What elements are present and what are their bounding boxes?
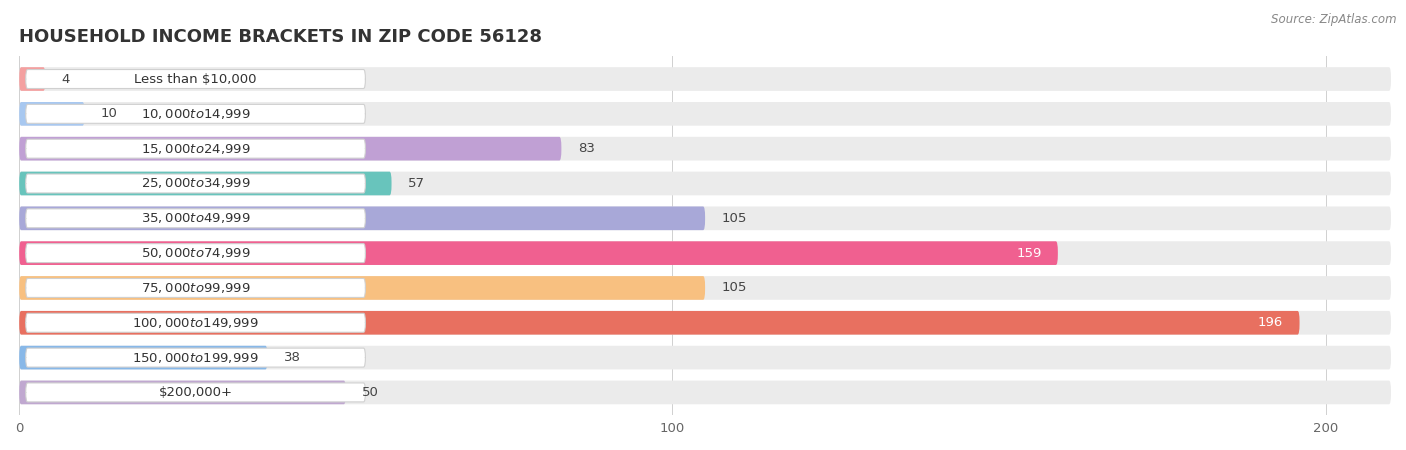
Text: 50: 50	[363, 386, 380, 399]
FancyBboxPatch shape	[20, 311, 1391, 335]
FancyBboxPatch shape	[20, 102, 1391, 126]
Text: 57: 57	[408, 177, 425, 190]
FancyBboxPatch shape	[20, 171, 1391, 195]
FancyBboxPatch shape	[20, 276, 704, 300]
Text: $200,000+: $200,000+	[159, 386, 232, 399]
FancyBboxPatch shape	[20, 381, 1391, 404]
FancyBboxPatch shape	[25, 243, 366, 263]
Text: 83: 83	[578, 142, 595, 155]
FancyBboxPatch shape	[20, 346, 1391, 369]
Text: $150,000 to $199,999: $150,000 to $199,999	[132, 351, 259, 364]
Text: $25,000 to $34,999: $25,000 to $34,999	[141, 176, 250, 190]
Text: $15,000 to $24,999: $15,000 to $24,999	[141, 142, 250, 156]
Text: Source: ZipAtlas.com: Source: ZipAtlas.com	[1271, 14, 1396, 27]
Text: $50,000 to $74,999: $50,000 to $74,999	[141, 246, 250, 260]
FancyBboxPatch shape	[20, 171, 391, 195]
Text: 4: 4	[62, 72, 70, 86]
Text: 159: 159	[1017, 247, 1042, 260]
FancyBboxPatch shape	[20, 346, 267, 369]
FancyBboxPatch shape	[25, 383, 366, 402]
FancyBboxPatch shape	[25, 313, 366, 332]
Text: HOUSEHOLD INCOME BRACKETS IN ZIP CODE 56128: HOUSEHOLD INCOME BRACKETS IN ZIP CODE 56…	[20, 28, 543, 46]
FancyBboxPatch shape	[20, 311, 1299, 335]
Text: 105: 105	[721, 212, 747, 225]
Text: $100,000 to $149,999: $100,000 to $149,999	[132, 316, 259, 330]
FancyBboxPatch shape	[20, 381, 346, 404]
Text: 196: 196	[1258, 316, 1284, 329]
Text: $35,000 to $49,999: $35,000 to $49,999	[141, 212, 250, 225]
FancyBboxPatch shape	[20, 241, 1391, 265]
FancyBboxPatch shape	[25, 139, 366, 158]
FancyBboxPatch shape	[25, 104, 366, 123]
Text: 10: 10	[101, 108, 118, 120]
FancyBboxPatch shape	[20, 276, 1391, 300]
FancyBboxPatch shape	[25, 209, 366, 228]
FancyBboxPatch shape	[20, 241, 1057, 265]
Text: Less than $10,000: Less than $10,000	[135, 72, 257, 86]
FancyBboxPatch shape	[20, 137, 561, 161]
FancyBboxPatch shape	[20, 67, 1391, 91]
FancyBboxPatch shape	[20, 137, 1391, 161]
FancyBboxPatch shape	[25, 348, 366, 367]
FancyBboxPatch shape	[20, 67, 45, 91]
FancyBboxPatch shape	[20, 102, 84, 126]
FancyBboxPatch shape	[20, 207, 1391, 230]
FancyBboxPatch shape	[25, 174, 366, 193]
FancyBboxPatch shape	[25, 279, 366, 297]
Text: $10,000 to $14,999: $10,000 to $14,999	[141, 107, 250, 121]
FancyBboxPatch shape	[25, 70, 366, 89]
Text: 38: 38	[284, 351, 301, 364]
FancyBboxPatch shape	[20, 207, 704, 230]
Text: 105: 105	[721, 281, 747, 294]
Text: $75,000 to $99,999: $75,000 to $99,999	[141, 281, 250, 295]
